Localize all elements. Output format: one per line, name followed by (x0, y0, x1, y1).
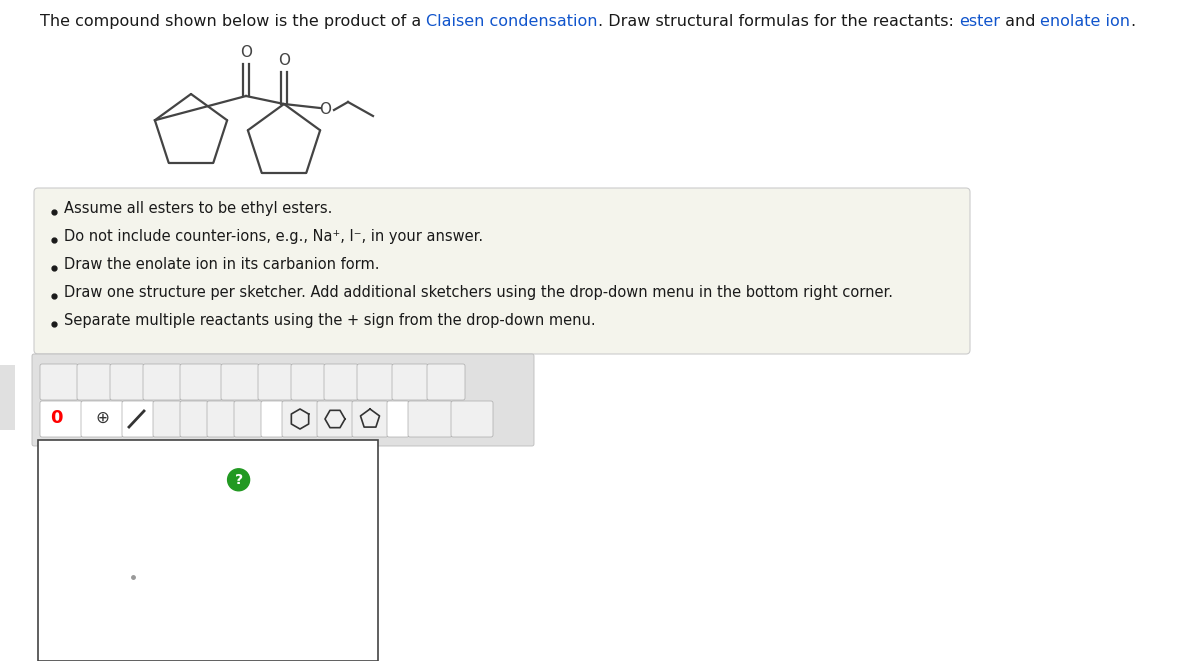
FancyBboxPatch shape (358, 364, 394, 400)
Text: Draw one structure per sketcher. Add additional sketchers using the drop-down me: Draw one structure per sketcher. Add add… (64, 285, 893, 300)
FancyBboxPatch shape (386, 401, 409, 437)
Text: Draw the enolate ion in its carbanion form.: Draw the enolate ion in its carbanion fo… (64, 257, 379, 272)
FancyBboxPatch shape (180, 401, 208, 437)
FancyBboxPatch shape (110, 364, 144, 400)
FancyBboxPatch shape (208, 401, 235, 437)
FancyBboxPatch shape (427, 364, 466, 400)
FancyBboxPatch shape (451, 401, 493, 437)
Bar (0, 365, 14, 430)
Text: and: and (1000, 14, 1040, 29)
Text: O: O (278, 53, 290, 68)
Circle shape (228, 469, 250, 490)
Text: . Draw structural formulas for the reactants:: . Draw structural formulas for the react… (598, 14, 959, 29)
Text: ?: ? (234, 473, 242, 486)
FancyBboxPatch shape (143, 364, 181, 400)
Text: O: O (240, 45, 252, 60)
FancyBboxPatch shape (352, 401, 388, 437)
FancyBboxPatch shape (234, 401, 262, 437)
Text: 0: 0 (49, 409, 62, 427)
Text: The compound shown below is the product of a: The compound shown below is the product … (40, 14, 426, 29)
FancyBboxPatch shape (292, 364, 325, 400)
Text: Assume all esters to be ethyl esters.: Assume all esters to be ethyl esters. (64, 201, 332, 216)
FancyBboxPatch shape (221, 364, 259, 400)
FancyBboxPatch shape (122, 401, 154, 437)
Text: enolate ion: enolate ion (1040, 14, 1130, 29)
FancyBboxPatch shape (77, 364, 112, 400)
FancyBboxPatch shape (32, 354, 534, 446)
FancyBboxPatch shape (324, 364, 358, 400)
FancyBboxPatch shape (40, 364, 78, 400)
Text: Do not include counter-ions, e.g., Na⁺, I⁻, in your answer.: Do not include counter-ions, e.g., Na⁺, … (64, 229, 484, 244)
Text: Claisen condensation: Claisen condensation (426, 14, 598, 29)
Bar (38, 440, 378, 661)
FancyBboxPatch shape (282, 401, 318, 437)
FancyBboxPatch shape (392, 364, 428, 400)
FancyBboxPatch shape (40, 401, 82, 437)
FancyBboxPatch shape (34, 188, 970, 354)
FancyBboxPatch shape (82, 401, 124, 437)
Text: Separate multiple reactants using the + sign from the drop-down menu.: Separate multiple reactants using the + … (64, 313, 595, 328)
FancyBboxPatch shape (262, 401, 283, 437)
FancyBboxPatch shape (408, 401, 452, 437)
Text: ester: ester (959, 14, 1000, 29)
FancyBboxPatch shape (154, 401, 181, 437)
Text: .: . (1130, 14, 1135, 29)
FancyBboxPatch shape (258, 364, 292, 400)
Text: ⊕: ⊕ (95, 409, 109, 427)
Text: O: O (319, 102, 331, 118)
FancyBboxPatch shape (317, 401, 353, 437)
FancyBboxPatch shape (180, 364, 222, 400)
